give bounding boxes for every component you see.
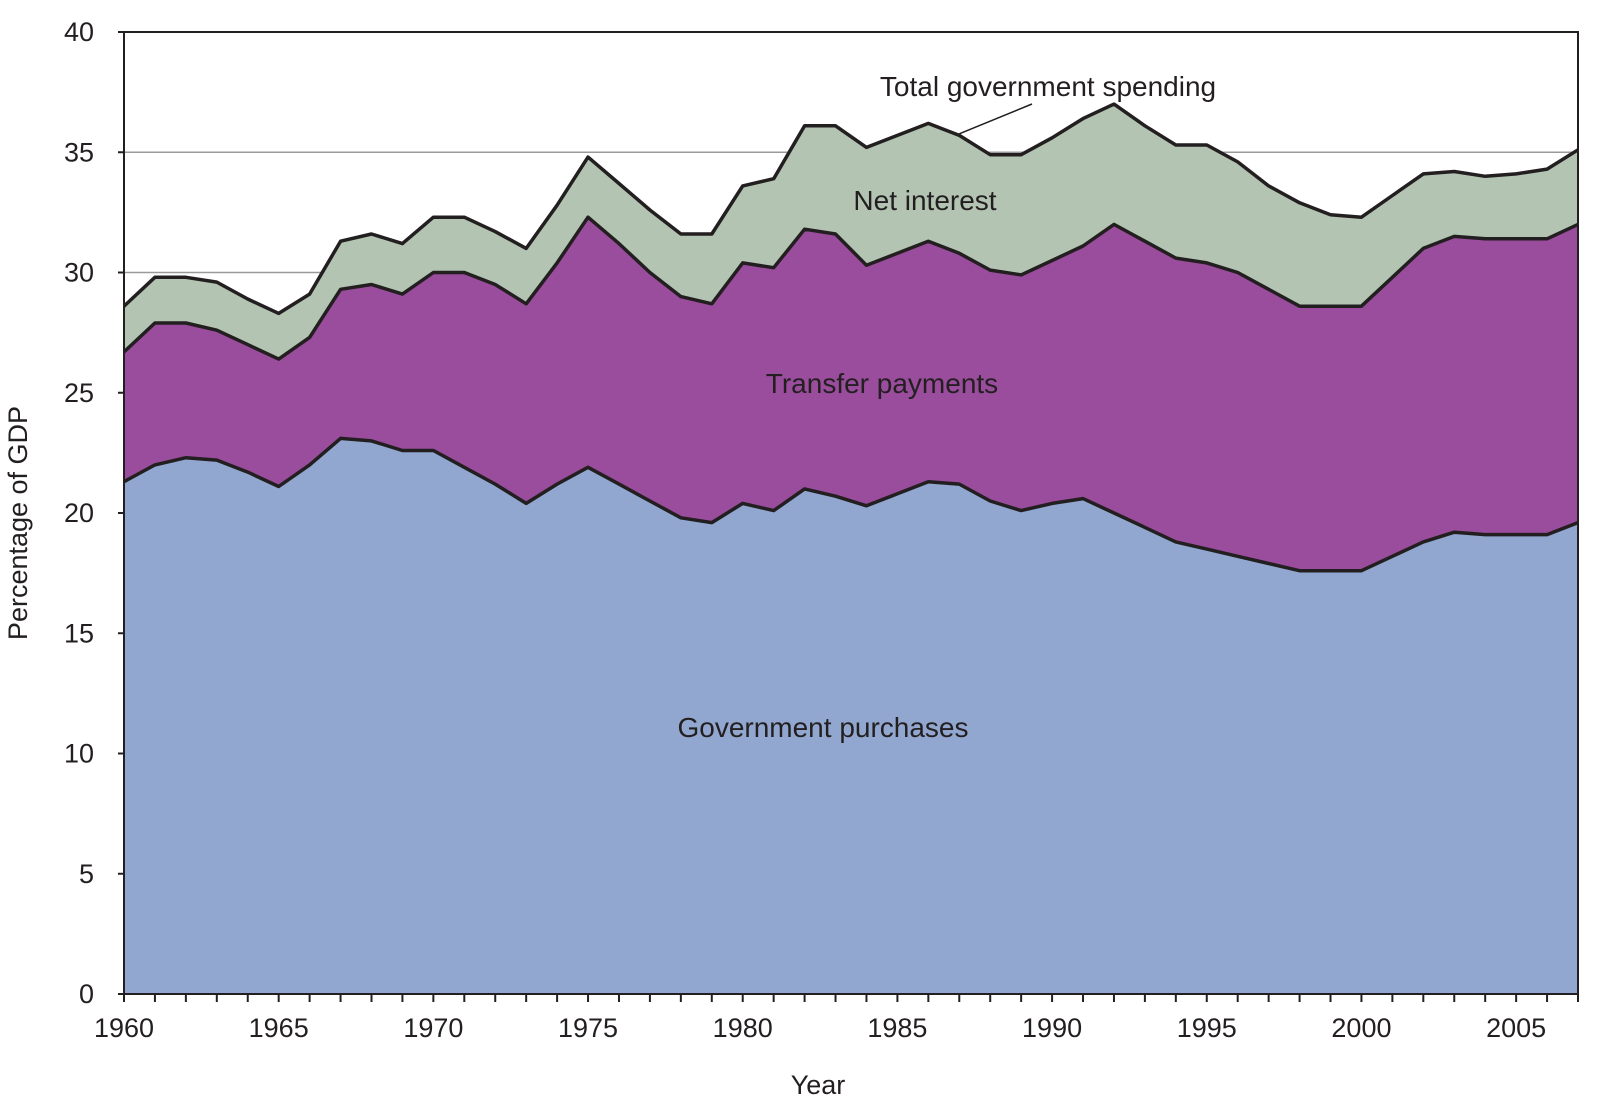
y-tick-label: 40 <box>64 17 94 47</box>
y-tick-label: 0 <box>79 979 94 1009</box>
x-tick-label: 1995 <box>1177 1013 1237 1043</box>
area-government-purchases <box>124 438 1578 994</box>
x-tick-label: 2005 <box>1486 1013 1546 1043</box>
series-areas <box>122 102 1579 995</box>
y-tick-label: 10 <box>64 739 94 769</box>
annotation-leader-line <box>958 103 1033 135</box>
x-axis-title: Year <box>791 1070 846 1100</box>
area-transfer-payments-outline <box>122 215 1579 361</box>
area-net-interest-outline <box>122 102 1579 316</box>
y-tick-label: 15 <box>64 618 94 648</box>
x-tick-label: 1970 <box>403 1013 463 1043</box>
x-tick-label: 1990 <box>1022 1013 1082 1043</box>
area-labels: Government purchases Transfer payments N… <box>677 71 1216 743</box>
y-axis-title: Percentage of GDP <box>3 406 33 640</box>
label-net-interest: Net interest <box>853 185 996 216</box>
y-tick-label: 30 <box>64 258 94 288</box>
x-tick-label: 1985 <box>867 1013 927 1043</box>
label-total-spending: Total government spending <box>880 71 1216 102</box>
y-tick-label: 25 <box>64 378 94 408</box>
x-tick-label: 2000 <box>1331 1013 1391 1043</box>
x-tick-label: 1980 <box>713 1013 773 1043</box>
x-tick-label: 1960 <box>94 1013 154 1043</box>
label-transfer-payments: Transfer payments <box>766 368 998 399</box>
x-tick-label: 1975 <box>558 1013 618 1043</box>
label-government-purchases: Government purchases <box>677 712 968 743</box>
axes: 0 5 10 15 20 25 30 35 40 1960 1965 1970 1975 1980 1985… <box>64 17 1579 1043</box>
y-tick-label: 20 <box>64 498 94 528</box>
y-tick-label: 5 <box>79 859 94 889</box>
x-tick-label: 1965 <box>249 1013 309 1043</box>
y-tick-label: 35 <box>64 137 94 167</box>
area-government-purchases-outline <box>123 436 1579 573</box>
